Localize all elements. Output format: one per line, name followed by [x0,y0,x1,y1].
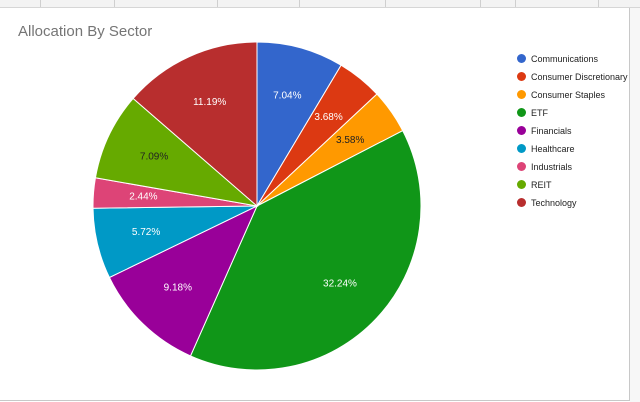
column-divider [385,0,386,7]
chart-container[interactable]: Allocation By Sector 7.04% 3.68% 3.58% 32.2… [0,8,630,401]
legend-item-consumer-staples[interactable]: Consumer Staples [517,86,628,104]
column-divider [40,0,41,7]
legend-item-etf[interactable]: ETF [517,104,628,122]
slice-label-consumer-staples: 3.58% [336,135,364,146]
legend-item-healthcare[interactable]: Healthcare [517,140,628,158]
legend-item-financials[interactable]: Financials [517,122,628,140]
legend-swatch [517,108,526,117]
slice-label-reit: 7.09% [140,152,168,163]
slice-label-healthcare: 5.72% [132,227,160,238]
legend-item-industrials[interactable]: Industrials [517,158,628,176]
spreadsheet-column-strip [0,0,640,8]
slice-label-etf: 32.24% [323,279,357,290]
legend-swatch [517,72,526,81]
slice-label-financials: 9.18% [164,283,192,294]
legend-label: Communications [531,54,599,64]
legend-item-reit[interactable]: REIT [517,176,628,194]
slice-label-technology: 11.19% [193,97,226,108]
column-divider [480,0,481,7]
slice-label-consumer-discretionary: 3.68% [314,112,342,123]
sheet-right-edge [630,8,640,402]
legend-label: Consumer Staples [531,90,606,100]
legend-label: Healthcare [531,144,575,154]
legend-label: Industrials [531,162,573,172]
legend-swatch [517,90,526,99]
pie-slice-reit[interactable] [94,97,259,207]
legend-label: Consumer Discretionary [531,72,628,82]
column-divider [299,0,300,7]
legend-label: ETF [531,108,548,118]
slice-label-communications: 7.04% [273,91,301,102]
pie-slice-communications[interactable] [256,41,342,208]
pie-slice-technology[interactable] [132,41,258,208]
legend-label: Financials [531,126,572,136]
column-divider [114,0,115,7]
legend-label: REIT [531,180,552,190]
pie-slice-financials[interactable] [108,204,259,357]
legend-item-technology[interactable]: Technology [517,194,628,212]
chart-title: Allocation By Sector [18,23,153,40]
legend-swatch [517,162,526,171]
pie-slice-etf[interactable] [189,130,422,371]
chart-legend: Communications Consumer Discretionary Cons… [517,50,628,212]
legend-swatch [517,180,526,189]
column-divider [515,0,516,7]
legend-item-communications[interactable]: Communications [517,50,628,68]
legend-label: Technology [531,198,577,208]
slice-label-industrials: 2.44% [129,191,157,202]
legend-swatch [517,198,526,207]
legend-swatch [517,126,526,135]
legend-swatch [517,144,526,153]
legend-swatch [517,54,526,63]
column-divider [217,0,218,7]
legend-item-consumer-discretionary[interactable]: Consumer Discretionary [517,68,628,86]
pie-chart[interactable]: 7.04% 3.68% 3.58% 32.24% 9.18% 5.72% 2.44% 7.09… [0,8,629,400]
column-divider [598,0,599,7]
